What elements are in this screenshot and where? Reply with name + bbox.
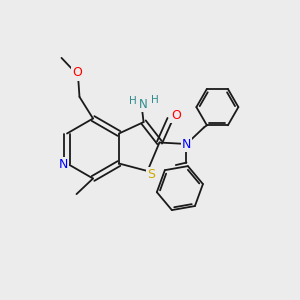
Text: H: H [129, 96, 136, 106]
Text: N: N [59, 158, 68, 172]
Text: N: N [139, 98, 148, 111]
Text: N: N [182, 138, 191, 151]
Text: O: O [72, 66, 82, 80]
Text: H: H [151, 95, 159, 105]
Text: O: O [171, 109, 181, 122]
Text: S: S [147, 168, 155, 181]
